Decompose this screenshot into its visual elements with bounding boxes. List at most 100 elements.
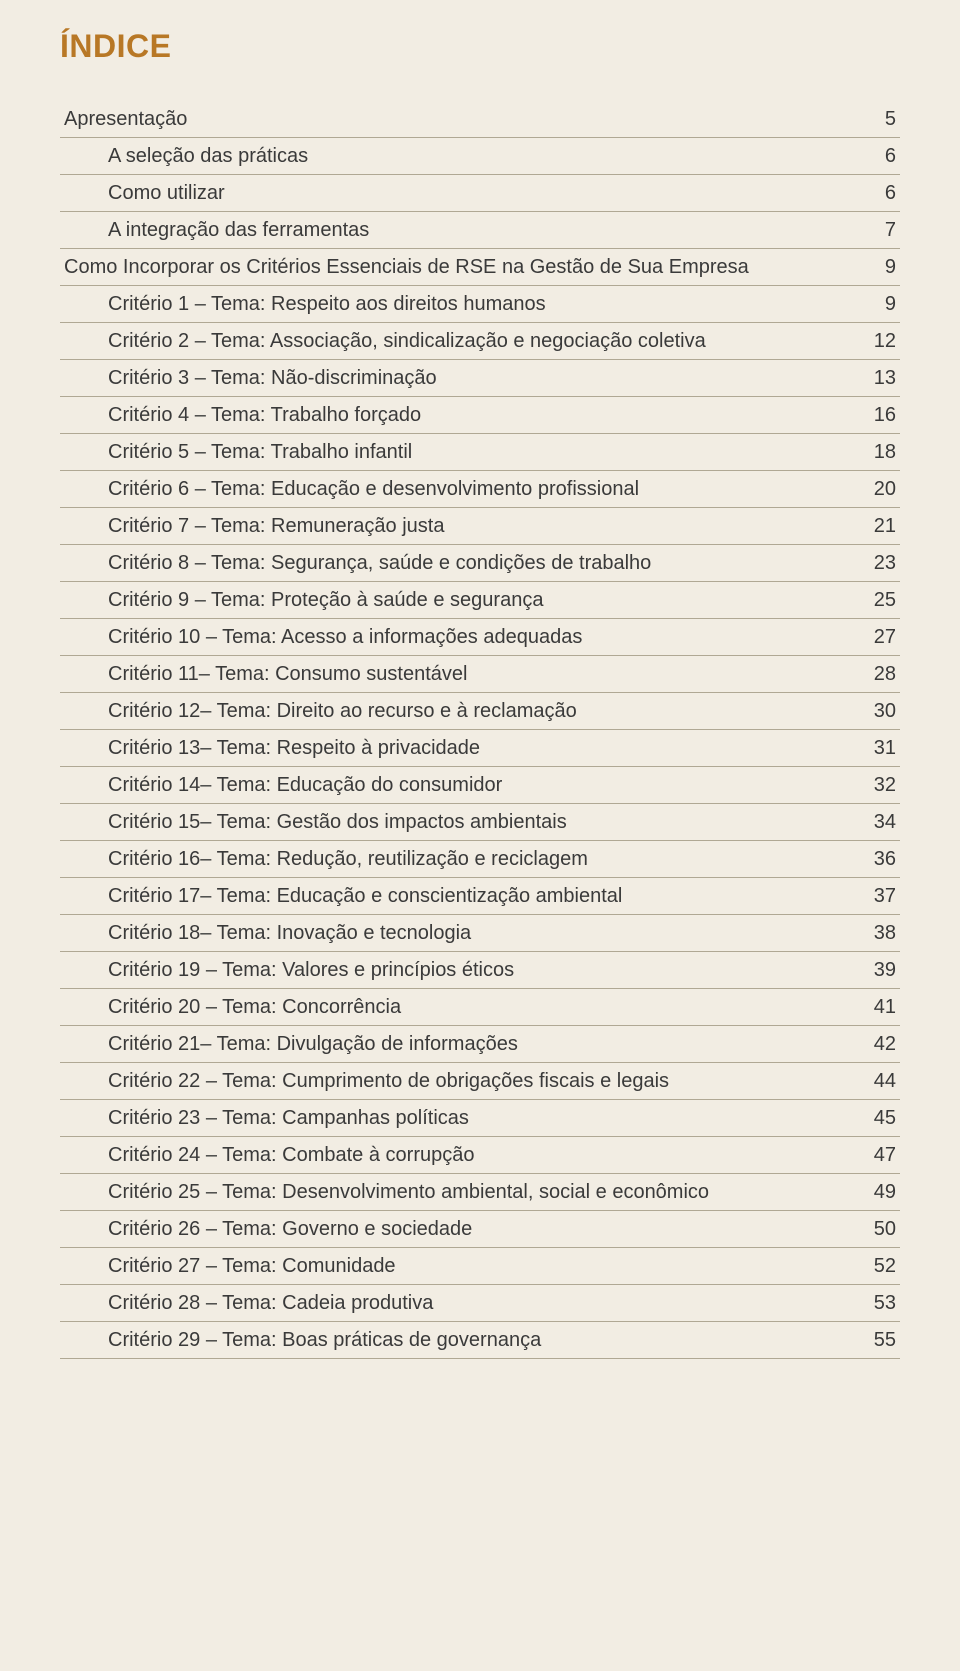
toc-entry-label: Critério 11– Tema: Consumo sustentável	[108, 663, 846, 686]
toc-entry-label: Critério 1 – Tema: Respeito aos direitos…	[108, 293, 846, 316]
toc-entry-label: Como Incorporar os Critérios Essenciais …	[64, 256, 846, 279]
toc-row: Critério 11– Tema: Consumo sustentável28	[60, 656, 900, 693]
toc-entry-page: 13	[846, 367, 896, 390]
toc-entry-label: Critério 28 – Tema: Cadeia produtiva	[108, 1292, 846, 1315]
toc-row: Critério 24 – Tema: Combate à corrupção4…	[60, 1137, 900, 1174]
toc-row: Critério 6 – Tema: Educação e desenvolvi…	[60, 471, 900, 508]
toc-entry-label: Critério 26 – Tema: Governo e sociedade	[108, 1218, 846, 1241]
toc-entry-page: 47	[846, 1144, 896, 1167]
toc-entry-page: 20	[846, 478, 896, 501]
toc-row: Critério 5 – Tema: Trabalho infantil18	[60, 434, 900, 471]
toc-row: Critério 26 – Tema: Governo e sociedade5…	[60, 1211, 900, 1248]
toc-row: Critério 12– Tema: Direito ao recurso e …	[60, 693, 900, 730]
toc-entry-page: 7	[846, 219, 896, 242]
toc-row: Critério 18– Tema: Inovação e tecnologia…	[60, 915, 900, 952]
toc-entry-label: Critério 2 – Tema: Associação, sindicali…	[108, 330, 846, 353]
toc-entry-label: Critério 14– Tema: Educação do consumido…	[108, 774, 846, 797]
toc-row: Critério 23 – Tema: Campanhas políticas4…	[60, 1100, 900, 1137]
toc-entry-page: 28	[846, 663, 896, 686]
toc-row: Critério 7 – Tema: Remuneração justa21	[60, 508, 900, 545]
toc-entry-page: 30	[846, 700, 896, 723]
toc-entry-page: 53	[846, 1292, 896, 1315]
toc-entry-label: Critério 13– Tema: Respeito à privacidad…	[108, 737, 846, 760]
toc-row: Critério 17– Tema: Educação e conscienti…	[60, 878, 900, 915]
toc-entry-label: Critério 29 – Tema: Boas práticas de gov…	[108, 1329, 846, 1352]
toc-entry-label: Critério 22 – Tema: Cumprimento de obrig…	[108, 1070, 846, 1093]
toc-row: Critério 25 – Tema: Desenvolvimento ambi…	[60, 1174, 900, 1211]
toc-entry-page: 52	[846, 1255, 896, 1278]
toc-entry-page: 25	[846, 589, 896, 612]
toc-entry-label: Critério 8 – Tema: Segurança, saúde e co…	[108, 552, 846, 575]
page-title: ÍNDICE	[60, 28, 900, 65]
toc-entry-label: Critério 24 – Tema: Combate à corrupção	[108, 1144, 846, 1167]
toc-entry-label: Critério 18– Tema: Inovação e tecnologia	[108, 922, 846, 945]
toc-entry-page: 21	[846, 515, 896, 538]
toc-entry-page: 9	[846, 256, 896, 279]
toc-entry-label: Critério 15– Tema: Gestão dos impactos a…	[108, 811, 846, 834]
toc-row: A seleção das práticas6	[60, 138, 900, 175]
toc-entry-page: 6	[846, 145, 896, 168]
toc-entry-label: Critério 27 – Tema: Comunidade	[108, 1255, 846, 1278]
toc-entry-label: Como utilizar	[108, 182, 846, 205]
toc-entry-label: Critério 5 – Tema: Trabalho infantil	[108, 441, 846, 464]
toc-row: Critério 19 – Tema: Valores e princípios…	[60, 952, 900, 989]
toc-entry-page: 23	[846, 552, 896, 575]
toc-row: Critério 21– Tema: Divulgação de informa…	[60, 1026, 900, 1063]
toc-row: Apresentação5	[60, 101, 900, 138]
toc-entry-page: 55	[846, 1329, 896, 1352]
table-of-contents: Apresentação5A seleção das práticas6Como…	[60, 101, 900, 1359]
toc-entry-label: A integração das ferramentas	[108, 219, 846, 242]
toc-row: Critério 15– Tema: Gestão dos impactos a…	[60, 804, 900, 841]
toc-row: Critério 8 – Tema: Segurança, saúde e co…	[60, 545, 900, 582]
toc-row: Critério 10 – Tema: Acesso a informações…	[60, 619, 900, 656]
toc-entry-label: Critério 19 – Tema: Valores e princípios…	[108, 959, 846, 982]
toc-entry-page: 31	[846, 737, 896, 760]
toc-entry-page: 27	[846, 626, 896, 649]
toc-entry-label: Critério 21– Tema: Divulgação de informa…	[108, 1033, 846, 1056]
toc-entry-page: 36	[846, 848, 896, 871]
toc-entry-page: 38	[846, 922, 896, 945]
toc-entry-label: Critério 4 – Tema: Trabalho forçado	[108, 404, 846, 427]
toc-entry-page: 44	[846, 1070, 896, 1093]
toc-entry-page: 50	[846, 1218, 896, 1241]
toc-row: Critério 14– Tema: Educação do consumido…	[60, 767, 900, 804]
toc-row: Critério 22 – Tema: Cumprimento de obrig…	[60, 1063, 900, 1100]
toc-entry-page: 42	[846, 1033, 896, 1056]
toc-row: Critério 13– Tema: Respeito à privacidad…	[60, 730, 900, 767]
toc-entry-page: 16	[846, 404, 896, 427]
toc-entry-page: 49	[846, 1181, 896, 1204]
toc-entry-page: 5	[846, 108, 896, 131]
toc-row: Critério 4 – Tema: Trabalho forçado16	[60, 397, 900, 434]
toc-row: Critério 2 – Tema: Associação, sindicali…	[60, 323, 900, 360]
toc-entry-label: Critério 23 – Tema: Campanhas políticas	[108, 1107, 846, 1130]
toc-entry-label: Critério 20 – Tema: Concorrência	[108, 996, 846, 1019]
toc-entry-page: 39	[846, 959, 896, 982]
toc-entry-label: Critério 9 – Tema: Proteção à saúde e se…	[108, 589, 846, 612]
toc-entry-label: Critério 6 – Tema: Educação e desenvolvi…	[108, 478, 846, 501]
toc-row: Critério 16– Tema: Redução, reutilização…	[60, 841, 900, 878]
toc-row: A integração das ferramentas7	[60, 212, 900, 249]
toc-entry-page: 6	[846, 182, 896, 205]
toc-entry-label: A seleção das práticas	[108, 145, 846, 168]
toc-entry-label: Critério 7 – Tema: Remuneração justa	[108, 515, 846, 538]
toc-entry-page: 32	[846, 774, 896, 797]
toc-row: Critério 20 – Tema: Concorrência41	[60, 989, 900, 1026]
toc-row: Critério 28 – Tema: Cadeia produtiva53	[60, 1285, 900, 1322]
toc-entry-page: 34	[846, 811, 896, 834]
toc-entry-page: 18	[846, 441, 896, 464]
toc-entry-page: 37	[846, 885, 896, 908]
toc-entry-page: 9	[846, 293, 896, 316]
toc-entry-label: Critério 16– Tema: Redução, reutilização…	[108, 848, 846, 871]
toc-row: Como Incorporar os Critérios Essenciais …	[60, 249, 900, 286]
toc-entry-page: 41	[846, 996, 896, 1019]
toc-entry-page: 12	[846, 330, 896, 353]
toc-row: Critério 3 – Tema: Não-discriminação13	[60, 360, 900, 397]
toc-row: Critério 27 – Tema: Comunidade52	[60, 1248, 900, 1285]
toc-entry-label: Critério 10 – Tema: Acesso a informações…	[108, 626, 846, 649]
toc-entry-label: Critério 25 – Tema: Desenvolvimento ambi…	[108, 1181, 846, 1204]
toc-entry-label: Critério 17– Tema: Educação e conscienti…	[108, 885, 846, 908]
toc-entry-page: 45	[846, 1107, 896, 1130]
toc-entry-label: Critério 12– Tema: Direito ao recurso e …	[108, 700, 846, 723]
toc-row: Critério 1 – Tema: Respeito aos direitos…	[60, 286, 900, 323]
toc-row: Como utilizar6	[60, 175, 900, 212]
